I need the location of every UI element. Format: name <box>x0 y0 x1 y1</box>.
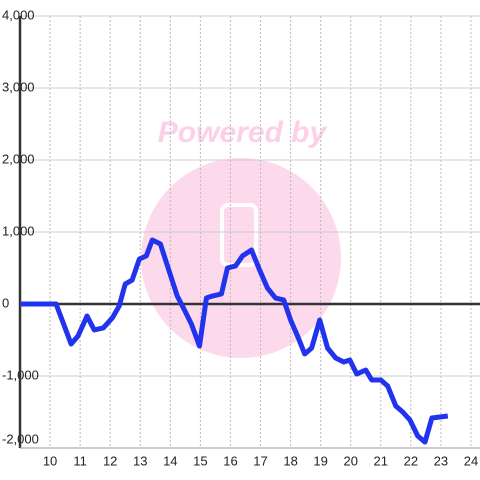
x-tick-label: 24 <box>464 453 478 468</box>
y-tick-label: 2,000 <box>2 151 35 166</box>
x-tick-label: 18 <box>283 453 297 468</box>
x-tick-label: 15 <box>193 453 207 468</box>
y-tick-label: 1,000 <box>2 223 35 238</box>
x-tick-label: 23 <box>434 453 448 468</box>
data-line <box>20 237 449 445</box>
y-tick-label: 3,000 <box>2 79 35 94</box>
watermark: Powered by <box>141 116 341 358</box>
x-tick-label: 16 <box>223 453 237 468</box>
x-tick-label: 12 <box>103 453 117 468</box>
x-tick-label: 22 <box>404 453 418 468</box>
y-tick-label: 0 <box>2 295 9 310</box>
x-tick-label: 17 <box>253 453 267 468</box>
x-tick-label: 11 <box>73 453 87 468</box>
x-tick-label: 19 <box>313 453 327 468</box>
x-tick-label: 13 <box>133 453 147 468</box>
x-tick-label: 10 <box>43 453 57 468</box>
watermark-text: Powered by <box>158 116 328 149</box>
y-tick-label: 4,000 <box>2 7 35 22</box>
x-tick-label: 14 <box>163 453 177 468</box>
x-tick-label: 21 <box>374 453 388 468</box>
x-tick-label: 20 <box>343 453 357 468</box>
